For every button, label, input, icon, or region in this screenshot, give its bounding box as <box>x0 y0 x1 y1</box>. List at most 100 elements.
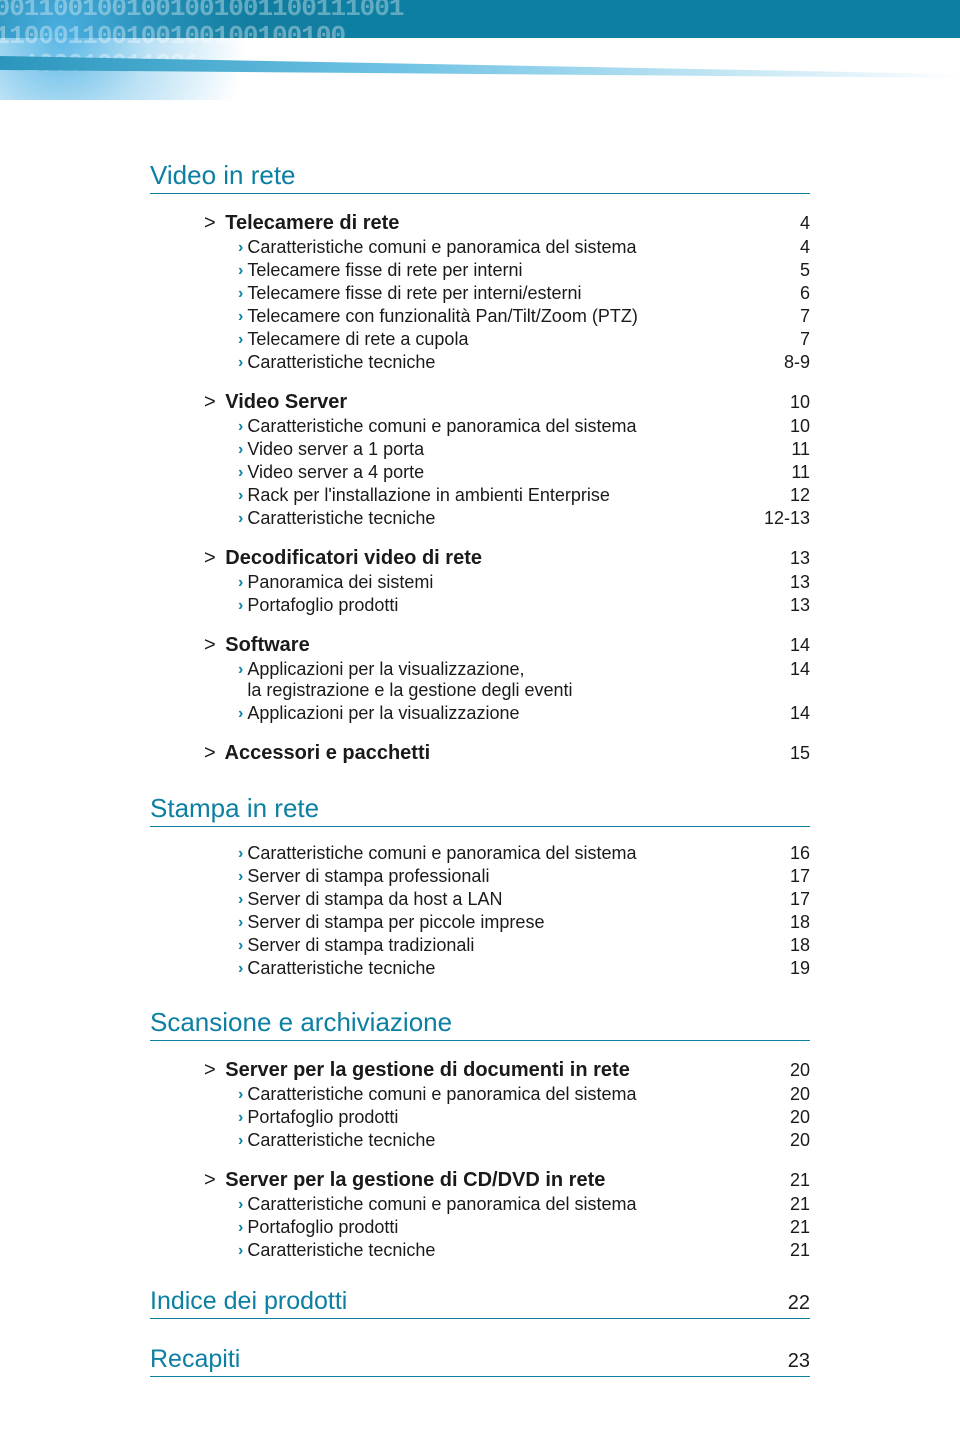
group-heading-row: > Server per la gestione di CD/DVD in re… <box>150 1169 810 1192</box>
toc-item-page: 20 <box>750 1130 810 1151</box>
toc-item-page: 6 <box>750 283 810 304</box>
toc-item-label: ›Caratteristiche tecniche <box>150 958 435 979</box>
chevron-icon: › <box>238 1196 243 1214</box>
group-heading-text: Telecamere di rete <box>225 212 399 234</box>
toc-item-row: ›Panoramica dei sistemi13 <box>150 572 810 593</box>
chevron-icon: › <box>238 705 243 723</box>
chevron-icon: › <box>238 308 243 326</box>
tail-page: 23 <box>788 1350 810 1373</box>
toc-item-page: 20 <box>750 1084 810 1105</box>
chevron-icon: › <box>238 331 243 349</box>
chevron-icon: › <box>238 868 243 886</box>
section-title: Scansione e archiviazione <box>150 1007 452 1038</box>
chevron-icon: › <box>238 845 243 863</box>
toc-item-page: 21 <box>750 1217 810 1238</box>
toc-item-text: Server di stampa da host a LAN <box>247 889 502 910</box>
toc-item-row: ›Caratteristiche comuni e panoramica del… <box>150 237 810 258</box>
group-heading-text: Accessori e pacchetti <box>225 742 431 764</box>
chevron-icon: › <box>238 441 243 459</box>
toc-item-row: ›Telecamere fisse di rete per interni/es… <box>150 283 810 304</box>
toc-item-row: ›Caratteristiche tecniche 20 <box>150 1130 810 1151</box>
tail-heading: Indice dei prodotti 22 <box>150 1287 810 1319</box>
toc-item-label: ›Caratteristiche comuni e panoramica del… <box>150 237 637 258</box>
toc-item-page: 21 <box>750 1194 810 1215</box>
chevron-icon: › <box>238 239 243 257</box>
toc-item-page: 5 <box>750 260 810 281</box>
chevron-icon: › <box>238 510 243 528</box>
group-heading: > Server per la gestione di documenti in… <box>150 1059 630 1082</box>
toc-item-row: ›Caratteristiche comuni e panoramica del… <box>150 416 810 437</box>
toc-item-label: ›Panoramica dei sistemi <box>150 572 433 593</box>
group-heading: > Accessori e pacchetti <box>150 742 430 765</box>
toc-item-page: 12 <box>750 485 810 506</box>
toc-item-label: ›Caratteristiche tecniche <box>150 1130 435 1151</box>
banner-stripe <box>340 0 960 38</box>
banner-glow <box>0 0 340 100</box>
section-title: Stampa in rete <box>150 793 319 824</box>
chevron-icon: › <box>238 262 243 280</box>
toc-item-label: ›Caratteristiche comuni e panoramica del… <box>150 416 637 437</box>
group-heading-row: > Software14 <box>150 634 810 657</box>
group-heading-text: Decodificatori video di rete <box>225 547 482 569</box>
group-heading-page: 20 <box>750 1060 810 1081</box>
group-heading-text: Server per la gestione di CD/DVD in rete <box>225 1169 605 1191</box>
group-heading-page: 14 <box>750 635 810 656</box>
toc-item-label: ›Caratteristiche tecniche <box>150 352 435 373</box>
group-heading-page: 21 <box>750 1170 810 1191</box>
toc-item-row: ›Caratteristiche comuni e panoramica del… <box>150 1084 810 1105</box>
toc-item-text: Caratteristiche comuni e panoramica del … <box>247 237 636 258</box>
chevron-icon: › <box>238 914 243 932</box>
group-heading-text: Software <box>225 634 309 656</box>
toc-item-text: Caratteristiche tecniche <box>247 1130 435 1151</box>
toc-item-row: ›Caratteristiche tecniche12-13 <box>150 508 810 529</box>
banner: 10011001001001001001100111001 1100011001… <box>0 0 960 100</box>
toc-item-label: ›Caratteristiche comuni e panoramica del… <box>150 1194 637 1215</box>
toc-item-page: 4 <box>750 237 810 258</box>
toc-item-page: 13 <box>750 595 810 616</box>
toc-content: Video in rete> Telecamere di rete4›Carat… <box>0 100 960 1437</box>
chevron-icon: › <box>238 661 243 679</box>
toc-item-row: ›Rack per l'installazione in ambienti En… <box>150 485 810 506</box>
toc-item-text: Server di stampa professionali <box>247 866 489 887</box>
toc-item-label: ›Telecamere con funzionalità Pan/Tilt/Zo… <box>150 306 638 327</box>
toc-item-page: 10 <box>750 416 810 437</box>
group-heading-text: Server per la gestione di documenti in r… <box>225 1059 630 1081</box>
toc-item-row: ›Portafoglio prodotti20 <box>150 1107 810 1128</box>
group-heading-row: > Server per la gestione di documenti in… <box>150 1059 810 1082</box>
toc-item-row: ›Telecamere con funzionalità Pan/Tilt/Zo… <box>150 306 810 327</box>
chevron-icon: › <box>238 285 243 303</box>
toc-item-label: ›Server di stampa tradizionali <box>150 935 474 956</box>
tail-title: Indice dei prodotti <box>150 1287 347 1316</box>
toc-item-label: ›Portafoglio prodotti <box>150 1107 398 1128</box>
toc-item-row: ›Video server a 1 porta 11 <box>150 439 810 460</box>
toc-item-row: ›Applicazioni per la visualizzazione14 <box>150 703 810 724</box>
group-heading: > Server per la gestione di CD/DVD in re… <box>150 1169 605 1192</box>
chevron-icon: › <box>238 574 243 592</box>
group-heading-row: > Telecamere di rete4 <box>150 212 810 235</box>
toc-item-label: ›Video server a 1 porta <box>150 439 424 460</box>
toc-item-row: ›Telecamere di rete a cupola7 <box>150 329 810 350</box>
toc-item-page: 7 <box>750 306 810 327</box>
toc-item-row: ›Caratteristiche comuni e panoramica del… <box>150 843 810 864</box>
group-heading-page: 10 <box>750 392 810 413</box>
chevron-icon: › <box>238 1109 243 1127</box>
toc-item-label: ›Caratteristiche comuni e panoramica del… <box>150 843 637 864</box>
section-title: Video in rete <box>150 160 296 191</box>
toc-item-label: ›Telecamere fisse di rete per interni <box>150 260 522 281</box>
toc-item-row: ›Caratteristiche tecniche8-9 <box>150 352 810 373</box>
toc-item-label: ›Server di stampa per piccole imprese <box>150 912 544 933</box>
toc-item-page: 18 <box>750 912 810 933</box>
tail-page: 22 <box>788 1292 810 1315</box>
chevron-icon: › <box>238 597 243 615</box>
toc-item-label: ›Portafoglio prodotti <box>150 1217 398 1238</box>
section-heading: Video in rete <box>150 160 810 194</box>
chevron-icon: › <box>238 418 243 436</box>
toc-item-page: 11 <box>750 439 810 460</box>
toc-item-label: ›Telecamere di rete a cupola <box>150 329 468 350</box>
toc-item-row: ›Server di stampa professionali17 <box>150 866 810 887</box>
toc-item-label: ›Server di stampa professionali <box>150 866 489 887</box>
toc-item-row: ›Portafoglio prodotti13 <box>150 595 810 616</box>
toc-item-text: Server di stampa tradizionali <box>247 935 474 956</box>
group-heading-page: 15 <box>750 743 810 764</box>
toc-item-text: Rack per l'installazione in ambienti Ent… <box>247 485 610 506</box>
